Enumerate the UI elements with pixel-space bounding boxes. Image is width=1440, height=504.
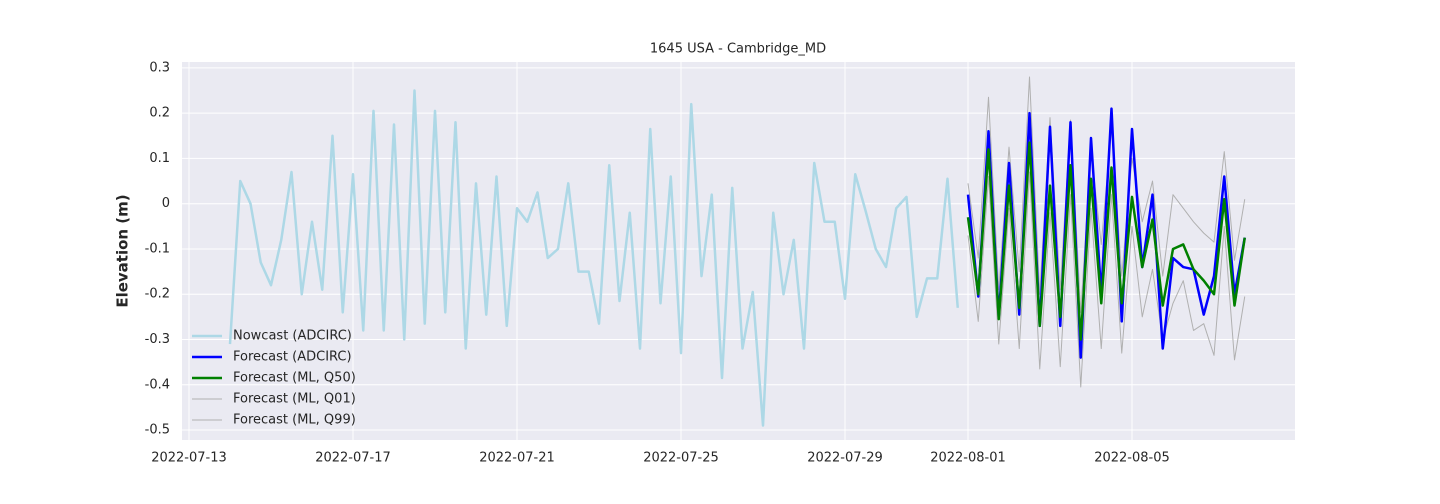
x-tick-label: 2022-07-21 [479, 451, 555, 466]
legend-label: Forecast (ML, Q01) [233, 392, 356, 407]
series-line [228, 89, 959, 427]
x-tick-label: 2022-07-25 [643, 451, 719, 466]
y-tick-label: -0.3 [145, 332, 170, 347]
series-line [966, 141, 1246, 341]
y-tick-label: -0.5 [145, 423, 170, 438]
legend-label: Forecast (ADCIRC) [233, 350, 352, 365]
x-tick-label: 2022-08-05 [1094, 451, 1170, 466]
x-tick-label: 2022-07-13 [151, 451, 227, 466]
legend-label: Nowcast (ADCIRC) [233, 329, 352, 344]
y-tick-label: 0 [162, 196, 170, 211]
legend-label: Forecast (ML, Q99) [233, 413, 356, 428]
y-tick-label: -0.4 [145, 377, 170, 392]
chart-title: 1645 USA - Cambridge_MD [650, 42, 826, 57]
y-axis-label: Elevation (m) [114, 194, 132, 307]
series-line [967, 171, 1246, 388]
y-tick-label: 0.2 [149, 106, 170, 121]
legend-label: Forecast (ML, Q50) [233, 371, 356, 386]
y-tick-label: -0.1 [145, 241, 170, 256]
x-tick-label: 2022-07-29 [807, 451, 883, 466]
x-tick-label: 2022-08-01 [930, 451, 1006, 466]
y-tick-label: -0.2 [145, 287, 170, 302]
y-tick-label: 0.1 [149, 151, 170, 166]
x-tick-label: 2022-07-17 [315, 451, 391, 466]
y-tick-label: 0.3 [149, 60, 170, 75]
